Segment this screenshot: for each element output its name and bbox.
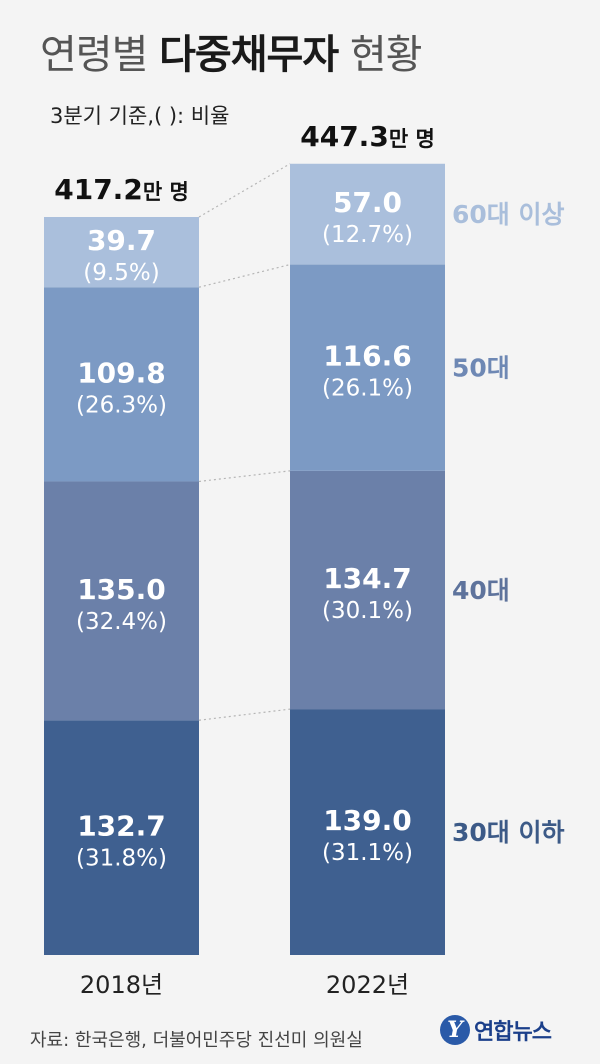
source-note: 자료: 한국은행, 더불어민주당 진선미 의원실 (30, 1030, 363, 1051)
segment-value-label: 134.7 (323, 562, 412, 595)
chart-title: 연령별 다중채무자 현황 (40, 22, 423, 80)
segment-value-label: 139.0 (323, 804, 412, 837)
segment-connector (198, 163, 291, 218)
segment-percent-label: (26.1%) (322, 376, 413, 402)
bar-segment (44, 481, 199, 721)
total-label: 417.2만 명 (54, 173, 189, 206)
legend-label: 50대 (452, 354, 510, 383)
chart-subtitle: 3분기 기준,( ): 비율 (50, 104, 230, 128)
segment-percent-label: (32.4%) (76, 609, 167, 635)
segment-percent-label: (31.1%) (322, 840, 413, 866)
segment-value-label: 116.6 (323, 340, 412, 373)
yonhap-logo: Y 연합뉴스 (440, 1014, 552, 1046)
bar-segment (44, 720, 199, 955)
segment-percent-label: (31.8%) (76, 846, 167, 872)
segment-value-label: 109.8 (77, 356, 166, 389)
segment-percent-label: (12.7%) (322, 222, 413, 248)
total-label: 447.3만 명 (300, 120, 435, 153)
segment-value-label: 135.0 (77, 573, 166, 606)
title-bold: 다중채무자 (159, 32, 339, 78)
bar-segment (44, 217, 199, 288)
legend-label: 30대 이하 (452, 818, 565, 847)
segment-connector (198, 470, 291, 483)
segment-connector (198, 264, 291, 288)
bar-segment (290, 709, 445, 955)
segment-percent-label: (30.1%) (322, 598, 413, 624)
category-label: 2022년 (326, 971, 409, 999)
segment-value-label: 132.7 (77, 810, 166, 843)
segment-connector (198, 708, 291, 721)
legend-label: 40대 (452, 576, 510, 605)
yonhap-logo-text: 연합뉴스 (474, 1020, 552, 1045)
segment-percent-label: (26.3%) (76, 392, 167, 418)
legend-label: 60대 이상 (452, 200, 565, 229)
bar-segment (290, 163, 445, 265)
segment-value-label: 39.7 (87, 224, 156, 257)
bar-segment (44, 287, 199, 482)
bar-segment (290, 264, 445, 471)
segment-percent-label: (9.5%) (83, 260, 159, 286)
yonhap-logo-icon: Y (440, 1015, 470, 1045)
segment-value-label: 57.0 (333, 186, 402, 219)
category-label: 2018년 (80, 971, 163, 999)
bar-segment (290, 470, 445, 710)
title-part-1: 연령별 (40, 32, 160, 78)
title-part-2: 현황 (338, 32, 423, 78)
